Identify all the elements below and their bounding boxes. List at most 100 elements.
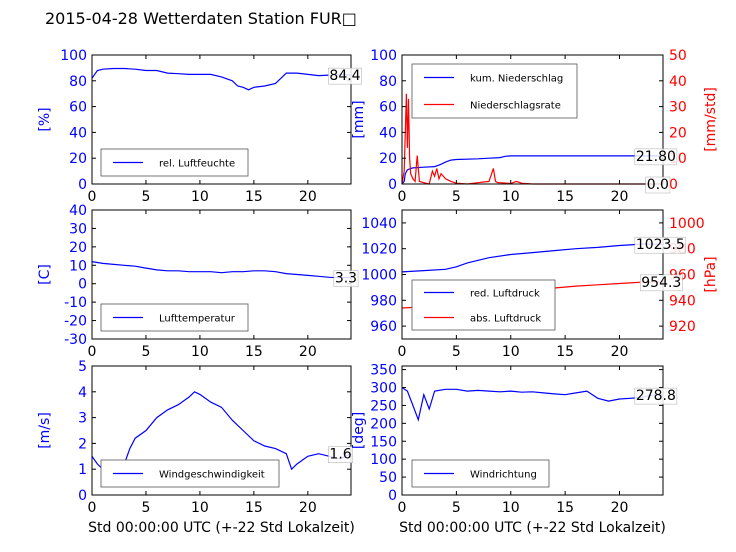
series-line-1-1 (91, 67, 352, 91)
y-tick-label: 150 (370, 434, 397, 450)
y-tick-label: 20 (379, 151, 397, 167)
value-annotation: 84.4 (329, 68, 360, 84)
y-axis-label: [C] (37, 264, 53, 285)
y2-tick-label: 920 (669, 319, 696, 335)
y-axis-label: [m/s] (37, 412, 53, 449)
legend-label: rel. Luftfeuchte (159, 159, 235, 170)
y-axis-label: [deg] (351, 412, 367, 449)
x-tick-label: 0 (398, 500, 407, 516)
y-tick-label: 0 (78, 488, 87, 504)
y-tick-label: 40 (69, 203, 87, 219)
x-tick-label: 20 (299, 500, 317, 516)
y-tick-label: 980 (370, 293, 397, 309)
x-tick-label: 20 (299, 189, 317, 205)
series-line-2-1 (401, 155, 663, 185)
x-tick-label: 0 (88, 500, 97, 516)
value-annotation-box (634, 236, 687, 254)
legend-frame (411, 279, 556, 331)
legend: Windrichtung (411, 459, 550, 488)
plot-frame (91, 365, 352, 496)
y-tick-label: 1 (78, 462, 87, 478)
legend: Windgeschwindigkeit (100, 459, 280, 488)
legend-label: Windgeschwindigkeit (159, 470, 265, 481)
value-annotation: 1023.5 (636, 237, 685, 253)
y2-axis-label: [hPa] (703, 256, 719, 292)
x-tick-label: 15 (245, 344, 263, 360)
x-tick-label: 20 (299, 344, 317, 360)
y-tick-label: -30 (64, 332, 87, 348)
x-tick-label: 20 (611, 189, 629, 205)
value-annotation-box (328, 67, 362, 85)
x-tick-label: 5 (141, 344, 150, 360)
y2-tick-label: 0 (669, 177, 678, 193)
x-tick-label: 5 (452, 344, 461, 360)
value-annotation-box (634, 387, 678, 405)
x-tick-label: 15 (556, 344, 574, 360)
y-tick-label: 250 (370, 398, 397, 414)
y-tick-label: 350 (370, 363, 397, 379)
y-tick-label: 0 (388, 488, 397, 504)
legend-label: red. Luftdruck (470, 289, 540, 300)
y-axis-label: [mm] (351, 100, 367, 138)
value-annotation-box (333, 270, 359, 287)
y-tick-label: 2 (78, 436, 87, 452)
y-tick-label: 1020 (361, 242, 397, 258)
y2-tick-label: 1000 (669, 216, 705, 232)
x-tick-label: 10 (191, 344, 209, 360)
panel-3: 0 5 10 15 20 -30 -20 -10 0 10 20 30 40 [C] 3.3 Lufttemp… (37, 203, 359, 360)
x-axis-label: Std 00:00:00 UTC (+-22 Std Lokalzeit) (88, 520, 355, 536)
y-tick-label: 100 (60, 48, 87, 64)
panel-4: 0510152096098010001020104092094096098010… (361, 209, 719, 360)
y-tick-label: 960 (370, 319, 397, 335)
x-tick-label: 10 (191, 500, 209, 516)
y-tick-label: 0 (388, 177, 397, 193)
plot-frame (401, 365, 664, 496)
y2-tick-label: 40 (669, 74, 687, 90)
plot-frame (401, 54, 664, 185)
y-tick-label: 4 (78, 385, 87, 401)
legend-label: abs. Luftdruck (470, 314, 541, 325)
y2-tick-label: 50 (669, 48, 687, 64)
legend-label: Windrichtung (470, 470, 537, 481)
figure-title: 2015-04-28 Wetterdaten Station FUR□ (45, 9, 357, 28)
x-tick-label: 15 (245, 500, 263, 516)
y-tick-label: 20 (69, 151, 87, 167)
x-tick-label: 5 (141, 189, 150, 205)
value-annotation-box (634, 148, 678, 166)
y-tick-label: -20 (64, 314, 87, 330)
x-axis-label: Std 00:00:00 UTC (+-22 Std Lokalzeit) (399, 520, 666, 536)
y-tick-label: -10 (64, 295, 87, 311)
y-tick-label: 80 (69, 74, 87, 90)
x-tick-label: 10 (502, 344, 520, 360)
y2-axis-label: [mm/std] (703, 87, 719, 152)
x-tick-label: 5 (452, 500, 461, 516)
value-annotation: 0.0 (647, 177, 669, 193)
y-tick-label: 20 (69, 240, 87, 256)
x-tick-label: 5 (141, 500, 150, 516)
legend: Lufttemperatur (100, 303, 249, 332)
legend: red. Luftdruck abs. Luftdruck (411, 279, 556, 331)
legend-label: Lufttemperatur (159, 314, 236, 325)
y2-tick-label: 940 (669, 293, 696, 309)
y-tick-label: 80 (379, 74, 397, 90)
legend: kum. Niederschlag Niederschlagsrate (411, 63, 578, 119)
y-tick-label: 30 (69, 221, 87, 237)
y-axis-label: [%] (37, 107, 53, 131)
y-tick-label: 200 (370, 416, 397, 432)
y-tick-label: 100 (370, 48, 397, 64)
value-annotation: 21.80 (636, 149, 676, 165)
y2-tick-label: 20 (669, 125, 687, 141)
plot-frame (91, 54, 352, 185)
x-tick-label: 0 (398, 344, 407, 360)
value-annotation-box (640, 274, 683, 292)
x-tick-label: 20 (611, 500, 629, 516)
y-tick-label: 1040 (361, 216, 397, 232)
value-annotation: 278.8 (636, 388, 676, 404)
x-tick-label: 10 (502, 500, 520, 516)
value-annotation-box (645, 176, 671, 194)
value-annotation-box (328, 446, 354, 463)
x-tick-label: 5 (452, 189, 461, 205)
